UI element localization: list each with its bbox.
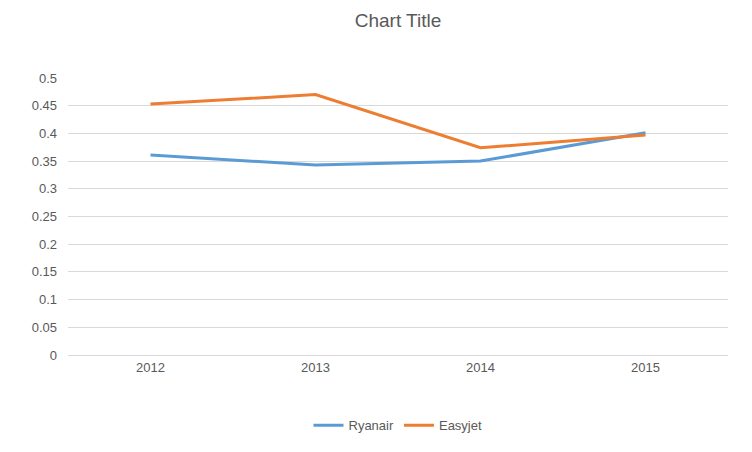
svg-text:2015: 2015 [631, 360, 660, 375]
svg-text:2012: 2012 [136, 360, 165, 375]
svg-text:0.45: 0.45 [32, 98, 57, 113]
svg-text:0.05: 0.05 [32, 320, 57, 335]
svg-text:2014: 2014 [466, 360, 495, 375]
svg-text:0.4: 0.4 [39, 126, 57, 141]
svg-text:Easyjet: Easyjet [439, 418, 482, 433]
svg-text:0.1: 0.1 [39, 292, 57, 307]
svg-text:0.2: 0.2 [39, 237, 57, 252]
svg-text:0.5: 0.5 [39, 71, 57, 86]
svg-text:0: 0 [50, 348, 57, 363]
svg-text:0.3: 0.3 [39, 181, 57, 196]
svg-text:Chart Title: Chart Title [355, 10, 442, 31]
svg-text:0.35: 0.35 [32, 154, 57, 169]
svg-text:Ryanair: Ryanair [349, 418, 394, 433]
svg-text:2013: 2013 [301, 360, 330, 375]
svg-text:0.25: 0.25 [32, 209, 57, 224]
svg-text:0.15: 0.15 [32, 264, 57, 279]
